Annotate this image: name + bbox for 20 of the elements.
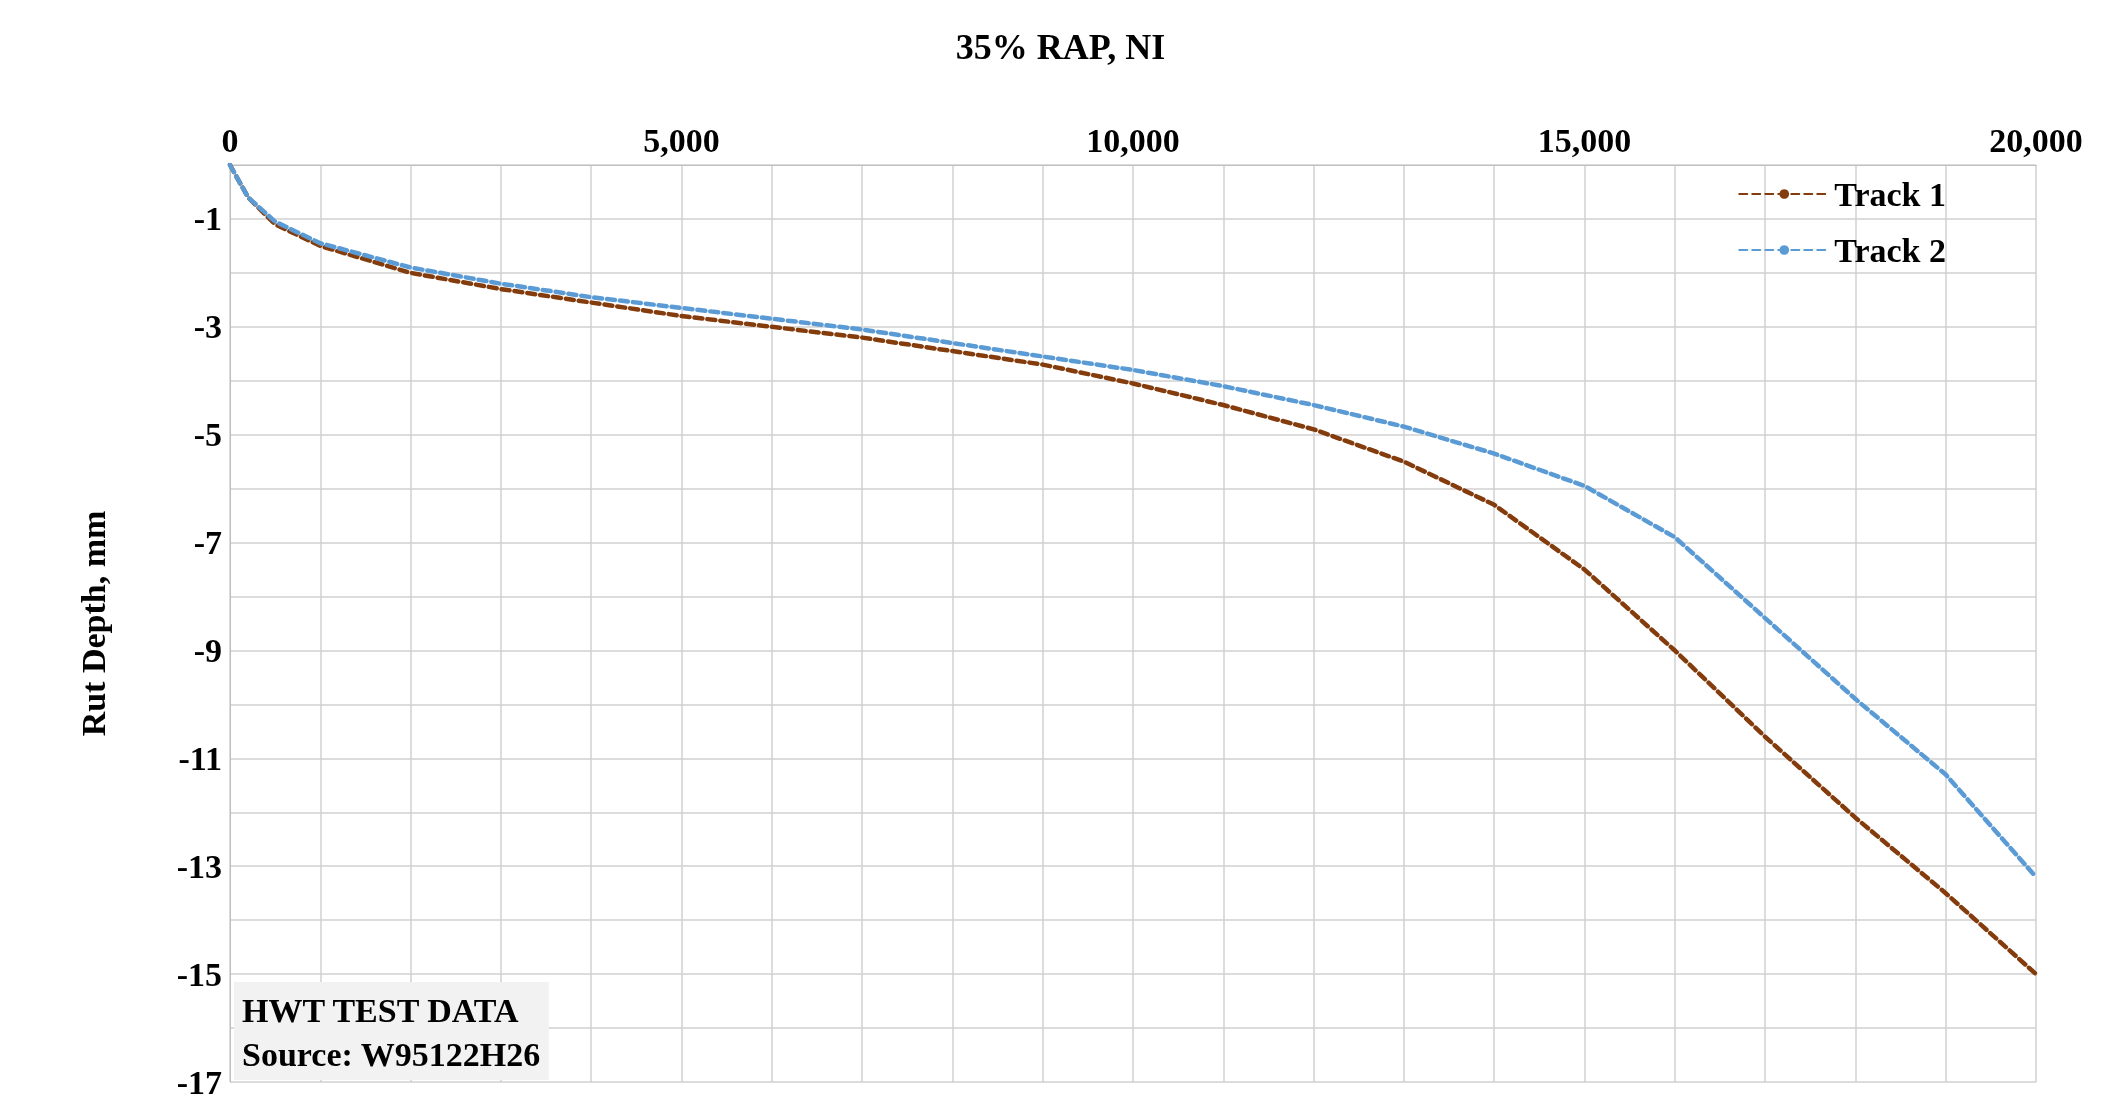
y-tick-label: -1: [193, 200, 222, 238]
x-tick-label: 10,000: [1086, 121, 1180, 159]
y-tick-label: -13: [176, 847, 222, 885]
x-tick-label: 20,000: [1989, 121, 2083, 159]
y-tick-label: -7: [193, 524, 222, 562]
y-tick-label: -9: [193, 631, 222, 669]
annotation: HWT TEST DATA: [242, 991, 519, 1029]
chart-title: 35% RAP, NI: [955, 27, 1166, 67]
y-tick-label: -5: [193, 416, 222, 454]
legend-label: Track 1: [1834, 175, 1946, 213]
y-tick-label: -3: [193, 308, 222, 346]
y-tick-label: -17: [176, 1063, 222, 1101]
annotation: Source: W95122H26: [242, 1035, 541, 1073]
y-tick-label: -11: [178, 739, 222, 777]
legend-label: Track 2: [1834, 231, 1946, 269]
x-tick-label: 0: [221, 121, 239, 159]
y-axis-title: Rut Depth, mm: [74, 510, 112, 737]
x-tick-label: 15,000: [1537, 121, 1632, 159]
x-tick-label: 5,000: [643, 121, 720, 159]
y-tick-label: -15: [176, 955, 222, 993]
